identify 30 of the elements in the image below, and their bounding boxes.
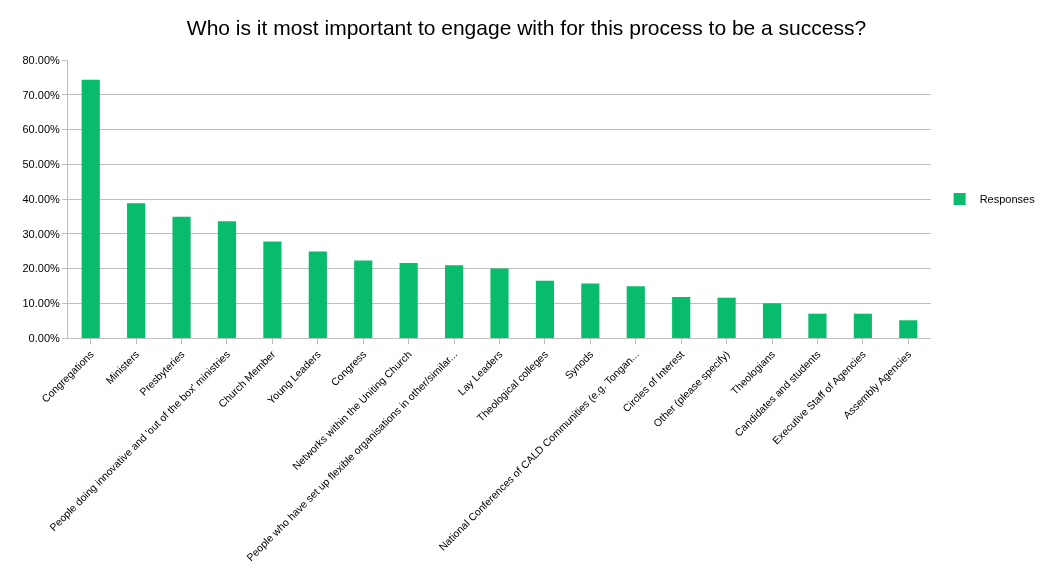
legend-label: Responses (979, 193, 1036, 206)
bar (263, 241, 282, 338)
bar (444, 265, 464, 338)
bar (853, 313, 872, 338)
y-tick-label: 80.00% (22, 53, 61, 66)
bar (581, 283, 600, 338)
y-tick-label: 20.00% (22, 262, 61, 275)
y-tick-label: 10.00% (22, 297, 61, 310)
y-tick-label: 70.00% (22, 88, 61, 101)
bar (217, 221, 237, 338)
y-tick-label: 60.00% (22, 123, 61, 136)
bar (399, 262, 418, 338)
bar (127, 203, 146, 338)
bar (626, 286, 645, 338)
chart-title: Who is it most important to engage with for this process to be a success? (186, 16, 867, 40)
bar (672, 297, 691, 338)
bar (535, 280, 555, 338)
y-tick-label: 50.00% (22, 158, 61, 171)
y-tick-label: 0.00% (28, 331, 61, 344)
bar (717, 297, 736, 338)
bar (354, 260, 373, 338)
y-tick-label: 40.00% (22, 192, 61, 205)
bar (899, 320, 918, 338)
bar (490, 268, 509, 338)
bar (172, 216, 191, 338)
bar (762, 303, 782, 338)
bar (808, 313, 827, 338)
bar (308, 251, 327, 338)
bar (81, 79, 100, 338)
y-tick-label: 30.00% (22, 227, 61, 240)
